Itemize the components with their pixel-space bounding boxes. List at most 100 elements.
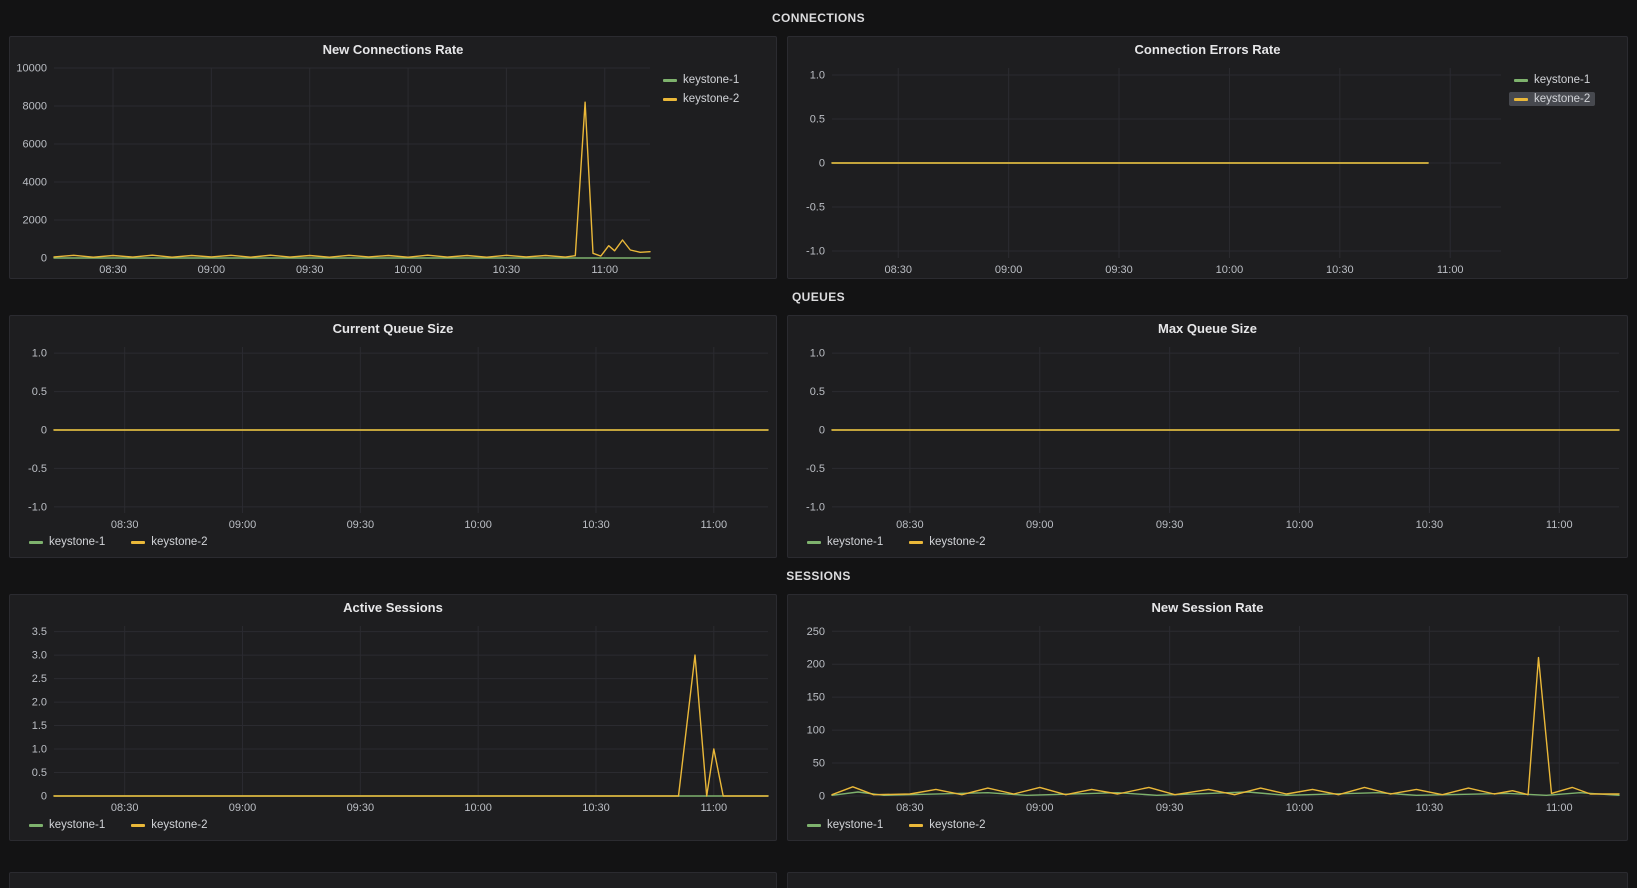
x-tick-label: 11:00	[1437, 264, 1464, 276]
x-tick-label: 09:00	[995, 264, 1023, 276]
series-marker-icon	[1514, 97, 1528, 101]
chart-svg: 1.0 0.5 0 -0.5 -1.0 08:30 09:00 09:30 10:00 10:30…	[28, 347, 769, 531]
legend-item-keystone-2[interactable]: keystone-2	[658, 92, 744, 106]
panel-title[interactable]: New Session Rate	[1151, 600, 1264, 615]
x-tick-label: 10:00	[464, 519, 492, 531]
series-marker-icon	[909, 540, 924, 544]
new-session-rate-chart[interactable]: 0 50 100 150 200 250 08:30 09:00 09:30 10:00 10:30…	[788, 619, 1627, 816]
new-connections-rate-chart[interactable]: 0 2000 4000 6000 8000 10000 08:30 09:00 09:30 10:…	[10, 61, 658, 278]
panel-title[interactable]: Max Queue Size	[1158, 321, 1257, 336]
y-tick-label: 2000	[23, 215, 47, 227]
x-tick-label: 09:00	[198, 264, 226, 276]
legend-item-keystone-2[interactable]: keystone-2	[126, 535, 212, 549]
y-tick-label: 0.5	[810, 114, 825, 126]
row-header-connections[interactable]: CONNECTIONS	[9, 0, 1628, 36]
y-tick-label: -0.5	[28, 463, 47, 475]
legend-label: keystone-2	[683, 93, 740, 105]
y-tick-label: 3.5	[32, 626, 47, 638]
panel-title[interactable]: Current Queue Size	[332, 321, 454, 336]
legend-label: keystone-2	[929, 819, 986, 831]
series-marker-icon	[909, 823, 924, 827]
legend-item-keystone-1[interactable]: keystone-1	[802, 818, 888, 832]
x-tick-label: 08:30	[896, 519, 924, 531]
legend-item-keystone-2[interactable]: keystone-2	[126, 818, 212, 832]
legend-label: keystone-2	[1534, 93, 1591, 105]
x-tick-label: 10:30	[1416, 519, 1444, 531]
active-sessions-chart[interactable]: 0 0.5 1.0 1.5 2.0 2.5 3.0 3.5 08:30 09:00 09:30 10:…	[10, 619, 776, 816]
y-tick-label: 0	[41, 791, 47, 803]
legend-label: keystone-2	[151, 819, 208, 831]
panel-active-sessions: Active Sessions 0 0.5 1.0 1.5 2.0 2.5 3.0 3.5 08…	[9, 594, 777, 841]
chart-svg: 1.0 0.5 0 -0.5 -1.0 08:30 09:00 09:30 10:00 10:30…	[806, 347, 1620, 531]
y-tick-label: 4000	[23, 177, 47, 189]
series-marker-icon	[29, 540, 43, 544]
panel-title[interactable]: Connection Errors Rate	[1134, 42, 1281, 57]
x-tick-label: 11:00	[700, 802, 727, 814]
series-marker-icon	[807, 823, 821, 827]
series-marker-icon	[663, 78, 677, 82]
y-tick-label: 250	[807, 626, 825, 638]
y-tick-label: -1.0	[806, 501, 825, 513]
x-tick-label: 08:30	[111, 802, 139, 814]
y-tick-label: 50	[813, 758, 825, 770]
x-tick-label: 11:00	[1546, 802, 1573, 814]
x-tick-label: 10:30	[493, 264, 521, 276]
panel-current-queue-size: Current Queue Size 1.0 0.5 0 -0.5 -1.0 08:30 0…	[9, 315, 777, 558]
y-tick-label: -0.5	[806, 463, 825, 475]
x-tick-label: 09:00	[229, 519, 257, 531]
x-tick-label: 08:30	[111, 519, 139, 531]
legend: keystone-1 keystone-2	[10, 816, 776, 840]
x-tick-label: 09:30	[1156, 802, 1184, 814]
y-tick-label: 10000	[16, 63, 47, 75]
partial-panel	[9, 872, 777, 888]
legend: keystone-1 keystone-2	[10, 533, 776, 557]
legend-label: keystone-1	[683, 74, 740, 86]
connection-errors-rate-chart[interactable]: 1.0 0.5 0 -0.5 -1.0 08:30 09:00 09:30 10:00 10:30…	[788, 61, 1509, 278]
y-tick-label: 1.5	[32, 720, 47, 732]
x-tick-label: 09:30	[1156, 519, 1184, 531]
panel-max-queue-size: Max Queue Size 1.0 0.5 0 -0.5 -1.0 08:30 09:00…	[787, 315, 1628, 558]
legend-label: keystone-2	[151, 536, 208, 548]
y-tick-label: 100	[807, 725, 825, 737]
legend: keystone-1 keystone-2	[788, 816, 1627, 840]
row-header-queues[interactable]: QUEUES	[9, 279, 1628, 315]
legend-item-keystone-2[interactable]: keystone-2	[904, 535, 990, 549]
partial-panel	[787, 872, 1628, 888]
x-tick-label: 09:00	[1026, 802, 1054, 814]
legend-item-keystone-1[interactable]: keystone-1	[1509, 73, 1595, 87]
y-tick-label: 0.5	[32, 386, 47, 398]
x-tick-label: 08:30	[99, 264, 127, 276]
max-queue-size-chart[interactable]: 1.0 0.5 0 -0.5 -1.0 08:30 09:00 09:30 10:00 10:30…	[788, 340, 1627, 533]
legend-item-keystone-2[interactable]: keystone-2	[904, 818, 990, 832]
x-tick-label: 11:00	[591, 264, 618, 276]
y-tick-label: 1.0	[32, 744, 47, 756]
row-header-sessions[interactable]: SESSIONS	[9, 558, 1628, 594]
panel-title[interactable]: New Connections Rate	[322, 42, 464, 57]
x-tick-label: 10:30	[582, 802, 610, 814]
legend-item-keystone-1[interactable]: keystone-1	[24, 535, 110, 549]
legend-item-keystone-1[interactable]: keystone-1	[24, 818, 110, 832]
series-line-keystone-2	[53, 654, 769, 797]
legend-item-keystone-1[interactable]: keystone-1	[658, 73, 744, 87]
legend-item-keystone-2[interactable]: keystone-2	[1509, 92, 1596, 106]
panel-title[interactable]: Active Sessions	[343, 600, 443, 615]
panel-connection-errors-rate: Connection Errors Rate 1.0 0.5 0 -0.5 -1.0 08…	[787, 36, 1628, 279]
legend-item-keystone-1[interactable]: keystone-1	[802, 535, 888, 549]
legend-label: keystone-1	[827, 536, 884, 548]
legend: keystone-1 keystone-2	[1509, 61, 1627, 278]
series-line-keystone-2	[831, 656, 1620, 796]
panel-new-connections-rate: New Connections Rate 0 2000 4000 6000 8000 10…	[9, 36, 777, 279]
legend-label: keystone-1	[49, 819, 106, 831]
row-title: CONNECTIONS	[771, 11, 866, 25]
legend: keystone-1 keystone-2	[658, 61, 776, 278]
y-tick-label: 8000	[23, 101, 47, 113]
y-tick-label: 200	[807, 659, 825, 671]
current-queue-size-chart[interactable]: 1.0 0.5 0 -0.5 -1.0 08:30 09:00 09:30 10:00 10:30…	[10, 340, 776, 533]
y-tick-label: 1.0	[810, 348, 825, 360]
legend-label: keystone-2	[929, 536, 986, 548]
row-title: QUEUES	[791, 290, 846, 304]
y-tick-label: 6000	[23, 139, 47, 151]
series-marker-icon	[131, 823, 146, 827]
x-tick-label: 09:00	[229, 802, 257, 814]
